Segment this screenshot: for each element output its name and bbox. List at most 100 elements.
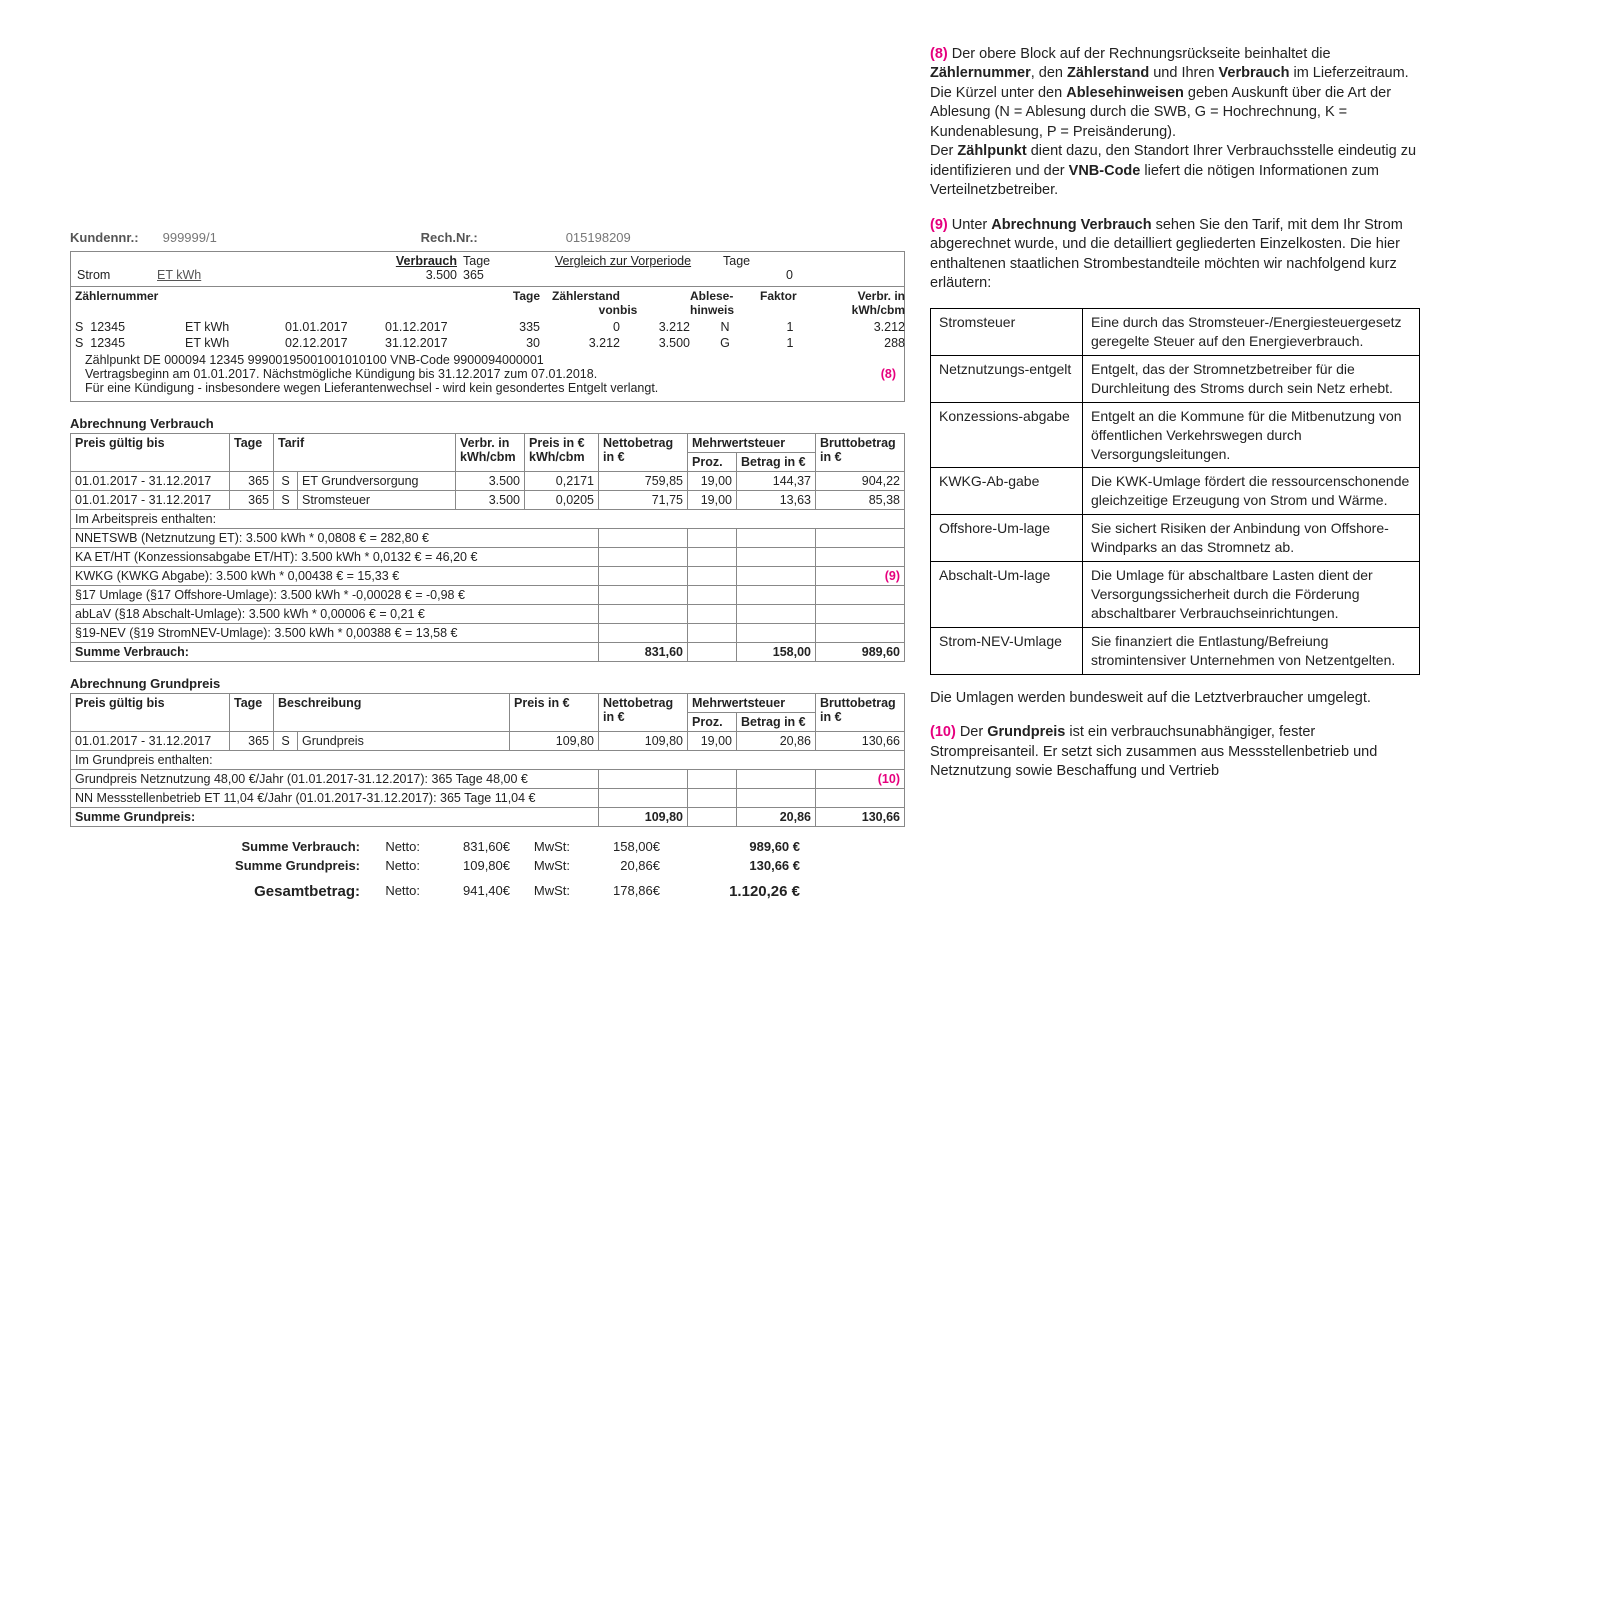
th-betrag: Betrag in € — [737, 453, 816, 472]
verbrauch-row: 01.01.2017 - 31.12.2017365SET Grundverso… — [71, 472, 905, 491]
verbrauch-value: 3.500 — [387, 268, 457, 282]
tot-l1-mwst: 158,00€ — [570, 839, 660, 854]
grundpreis-enthalten-row: NN Messstellenbetrieb ET 11,04 €/Jahr (0… — [71, 789, 905, 808]
tot-l2-mwst: 20,86€ — [570, 858, 660, 873]
totals-block: Summe Verbrauch: Netto: 831,60€ MwSt: 15… — [70, 837, 905, 902]
invoice-panel: Kundennr.: 999999/1 Rech.Nr.: 015198209 … — [0, 0, 900, 902]
th-mwst: Mehrwertsteuer — [688, 434, 816, 453]
col-zaehlernummer: Zählernummer — [75, 289, 185, 317]
tot-l3-label: Gesamtbetrag: — [70, 883, 360, 900]
gp-th-mwst: Mehrwertsteuer — [688, 694, 816, 713]
gp-s: S — [274, 732, 298, 751]
th-kwhcbm1: kWh/cbm — [460, 450, 516, 464]
gp-enthalten-label: Im Grundpreis enthalten: — [71, 751, 905, 770]
th-tarif: Tarif — [274, 434, 456, 472]
rechnr-label: Rech.Nr.: — [421, 230, 478, 245]
p8-b2: Zählerstand — [1067, 65, 1149, 81]
marker-8: (8) — [881, 367, 896, 381]
col-ablese: Ablese- — [690, 289, 733, 303]
gp-preis: 109,80 — [510, 732, 599, 751]
th-proz: Proz. — [688, 453, 737, 472]
tot-l1-nlabel: Netto: — [360, 839, 420, 854]
col-verbr: Verbr. in — [858, 289, 905, 303]
gp-netto: 109,80 — [599, 732, 688, 751]
explain-10: (10) Der Grundpreis ist ein verbrauchsun… — [930, 723, 1420, 782]
rechnr-value: 015198209 — [566, 230, 631, 245]
p8-b5: Zählpunkt — [957, 143, 1026, 159]
th-verbr-in: Verbr. in — [460, 436, 509, 450]
col-von: von — [599, 303, 620, 317]
p10-b1: Grundpreis — [987, 724, 1065, 740]
marker-9-text: (9) — [930, 217, 948, 233]
explanation-column: (8) Der obere Block auf der Rechnungsrüc… — [900, 0, 1460, 796]
gp-beschr: Grundpreis — [298, 732, 510, 751]
strom-label: Strom — [77, 268, 157, 282]
abrechnung-grundpreis-table: Preis gültig bis Tage Beschreibung Preis… — [70, 693, 905, 827]
tage2-value: 0 — [723, 268, 793, 282]
glossary-row: Strom-NEV-UmlageSie finanziert die Entla… — [931, 627, 1420, 674]
col-zstand: Zählerstand — [552, 289, 620, 303]
gp-mwst: 20,86 — [737, 732, 816, 751]
abrechnung-verbrauch-title: Abrechnung Verbrauch — [70, 416, 905, 431]
tot-l3-brutto: 1.120,26 € — [660, 883, 800, 900]
kundennr-label: Kundennr.: — [70, 230, 139, 245]
tot-l3-netto: 941,40€ — [420, 883, 510, 900]
col-faktor: Faktor — [760, 289, 820, 317]
gp-sum-label: Summe Grundpreis: — [71, 808, 599, 827]
th-ine2: in € — [820, 450, 842, 464]
glossary-row: Offshore-Um-lageSie sichert Risiken der … — [931, 515, 1420, 562]
col-bis: bis — [620, 303, 637, 317]
verbrauch-enthalten-row: §19-NEV (§19 StromNEV-Umlage): 3.500 kWh… — [71, 624, 905, 643]
verbrauch-enthalten-row: KWKG (KWKG Abgabe): 3.500 kWh * 0,00438 … — [71, 567, 905, 586]
gp-row: 01.01.2017 - 31.12.2017 365 S Grundpreis… — [71, 732, 905, 751]
gp-th-preis: Preis gültig bis — [71, 694, 230, 732]
vertragsbeginn-line: Vertragsbeginn am 01.01.2017. Nächstmögl… — [85, 367, 898, 381]
summe-verbrauch-mwst: 158,00 — [737, 643, 816, 662]
p8-t3: und Ihren — [1149, 65, 1218, 81]
meter-table-head: Zählernummer Tage Zählerstandvon bis Abl… — [71, 286, 904, 319]
th-brutto: Bruttobetrag — [820, 436, 896, 450]
after-glossary: Die Umlagen werden bundesweit auf die Le… — [930, 689, 1420, 709]
zaehlpunkt-line: Zählpunkt DE 000094 12345 99900195001001… — [85, 353, 898, 367]
tot-l2-brutto: 130,66 € — [660, 858, 800, 873]
th-preis-in: Preis in € — [529, 436, 585, 450]
p9-b1: Abrechnung Verbrauch — [991, 217, 1151, 233]
gp-th-beschr: Beschreibung — [274, 694, 510, 732]
p8-t2: , den — [1031, 65, 1067, 81]
gp-th-betrag: Betrag in € — [737, 713, 816, 732]
tot-l3-nlabel: Netto: — [360, 883, 420, 900]
gp-proz: 19,00 — [688, 732, 737, 751]
p8-b1: Zählernummer — [930, 65, 1031, 81]
tot-l1-label: Summe Verbrauch: — [70, 839, 360, 854]
p8-b4: Ablesehinweisen — [1066, 85, 1184, 101]
verbrauch-enthalten-row: §17 Umlage (§17 Offshore-Umlage): 3.500 … — [71, 586, 905, 605]
summe-verbrauch-label: Summe Verbrauch: — [71, 643, 599, 662]
glossary-row: Netznutzungs-entgeltEntgelt, das der Str… — [931, 356, 1420, 403]
tot-l1-netto: 831,60€ — [420, 839, 510, 854]
verbrauch-label: Verbrauch — [396, 254, 457, 268]
p8-t1: Der obere Block auf der Rechnungsrücksei… — [948, 46, 1331, 62]
kundennr-value: 999999/1 — [163, 230, 283, 245]
etkwh-label: ET kWh — [157, 268, 387, 282]
p8-t6: Der — [930, 143, 957, 159]
explain-8: (8) Der obere Block auf der Rechnungsrüc… — [930, 45, 1420, 202]
gp-th-ine2: in € — [820, 710, 842, 724]
top-block: Verbrauch Tage Vergleich zur Vorperiode … — [70, 251, 905, 402]
summe-verbrauch-brutto: 989,60 — [816, 643, 905, 662]
tot-l3-mwst: 178,86€ — [570, 883, 660, 900]
gp-th-proz: Proz. — [688, 713, 737, 732]
th-preis-gueltig: Preis gültig bis — [71, 434, 230, 472]
verbrauch-row: 01.01.2017 - 31.12.2017365SStromsteuer3.… — [71, 491, 905, 510]
tot-l1-mlabel: MwSt: — [510, 839, 570, 854]
tage2-label: Tage — [723, 254, 793, 268]
tage-value: 365 — [457, 268, 523, 282]
gp-tage: 365 — [230, 732, 274, 751]
gp-th-ine1: in € — [603, 710, 625, 724]
verbrauch-enthalten-row: KA ET/HT (Konzessionsabgabe ET/HT): 3.50… — [71, 548, 905, 567]
gp-th-tage: Tage — [230, 694, 274, 732]
page: Kundennr.: 999999/1 Rech.Nr.: 015198209 … — [0, 0, 1600, 902]
marker-10-text: (10) — [930, 724, 956, 740]
th-netto: Nettobetrag — [603, 436, 673, 450]
col-kwhcbm: kWh/cbm — [852, 303, 905, 317]
tot-l2-netto: 109,80€ — [420, 858, 510, 873]
